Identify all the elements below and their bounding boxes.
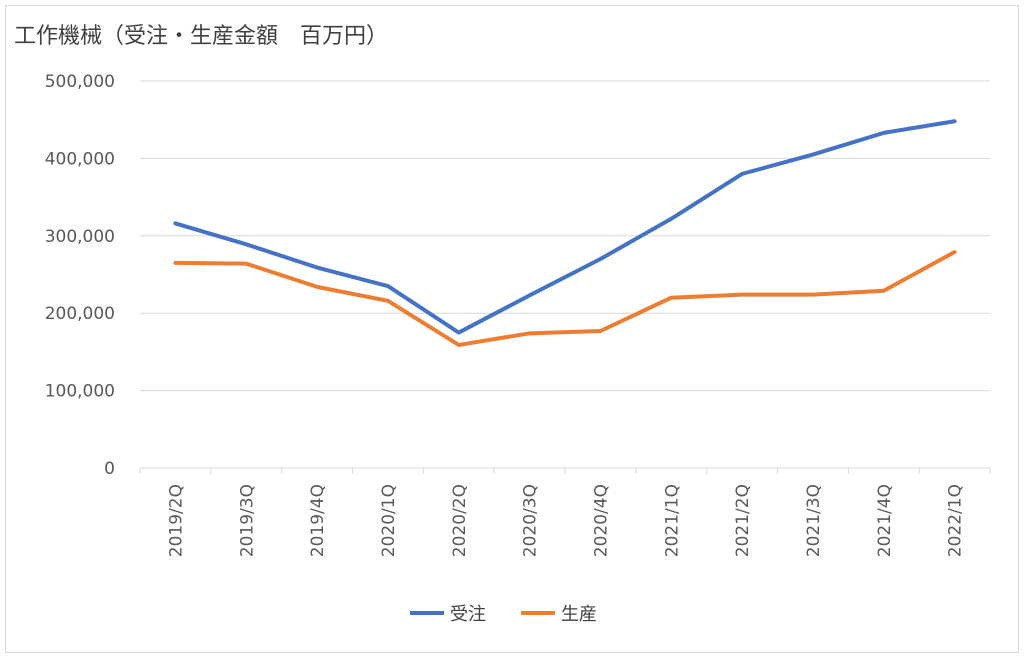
x-tick-label: 2019/2Q	[166, 484, 186, 557]
series-lines	[173, 119, 957, 347]
x-tick-label: 2022/1Q	[946, 484, 966, 557]
series-line-orders	[173, 119, 957, 335]
chart-title: 工作機械（受注・生産金額 百万円）	[14, 24, 389, 49]
x-axis: 2019/2Q 2019/3Q 2019/4Q 2020/1Q 2020/2Q 2020/…	[139, 468, 991, 557]
y-tick-label: 300,000	[45, 227, 115, 247]
x-tick-label: 2020/3Q	[521, 484, 541, 557]
y-tick-label: 100,000	[45, 382, 115, 402]
x-tick-label: 2020/4Q	[591, 484, 611, 557]
y-tick-label: 400,000	[45, 149, 115, 169]
series-line-production	[173, 250, 957, 347]
x-tick-label: 2020/2Q	[450, 484, 470, 557]
y-tick-label: 0	[104, 459, 115, 479]
legend-label: 生産	[561, 604, 597, 625]
x-tick-label: 2021/2Q	[733, 484, 753, 557]
x-tick-label: 2019/4Q	[308, 484, 328, 557]
y-tick-label: 500,000	[45, 72, 115, 92]
y-tick-label: 200,000	[45, 304, 115, 324]
x-tick-label: 2021/3Q	[804, 484, 824, 557]
chart-frame	[5, 5, 1019, 653]
x-tick-label: 2019/3Q	[237, 484, 257, 557]
y-axis: 0 100,000 200,000 300,000 400,000 500,000	[45, 72, 115, 479]
legend: 受注 生産	[410, 604, 597, 625]
x-tick-label: 2021/1Q	[662, 484, 682, 557]
x-tick-label: 2021/4Q	[875, 484, 895, 557]
legend-label: 受注	[450, 604, 486, 625]
x-tick-label: 2020/1Q	[379, 484, 399, 557]
